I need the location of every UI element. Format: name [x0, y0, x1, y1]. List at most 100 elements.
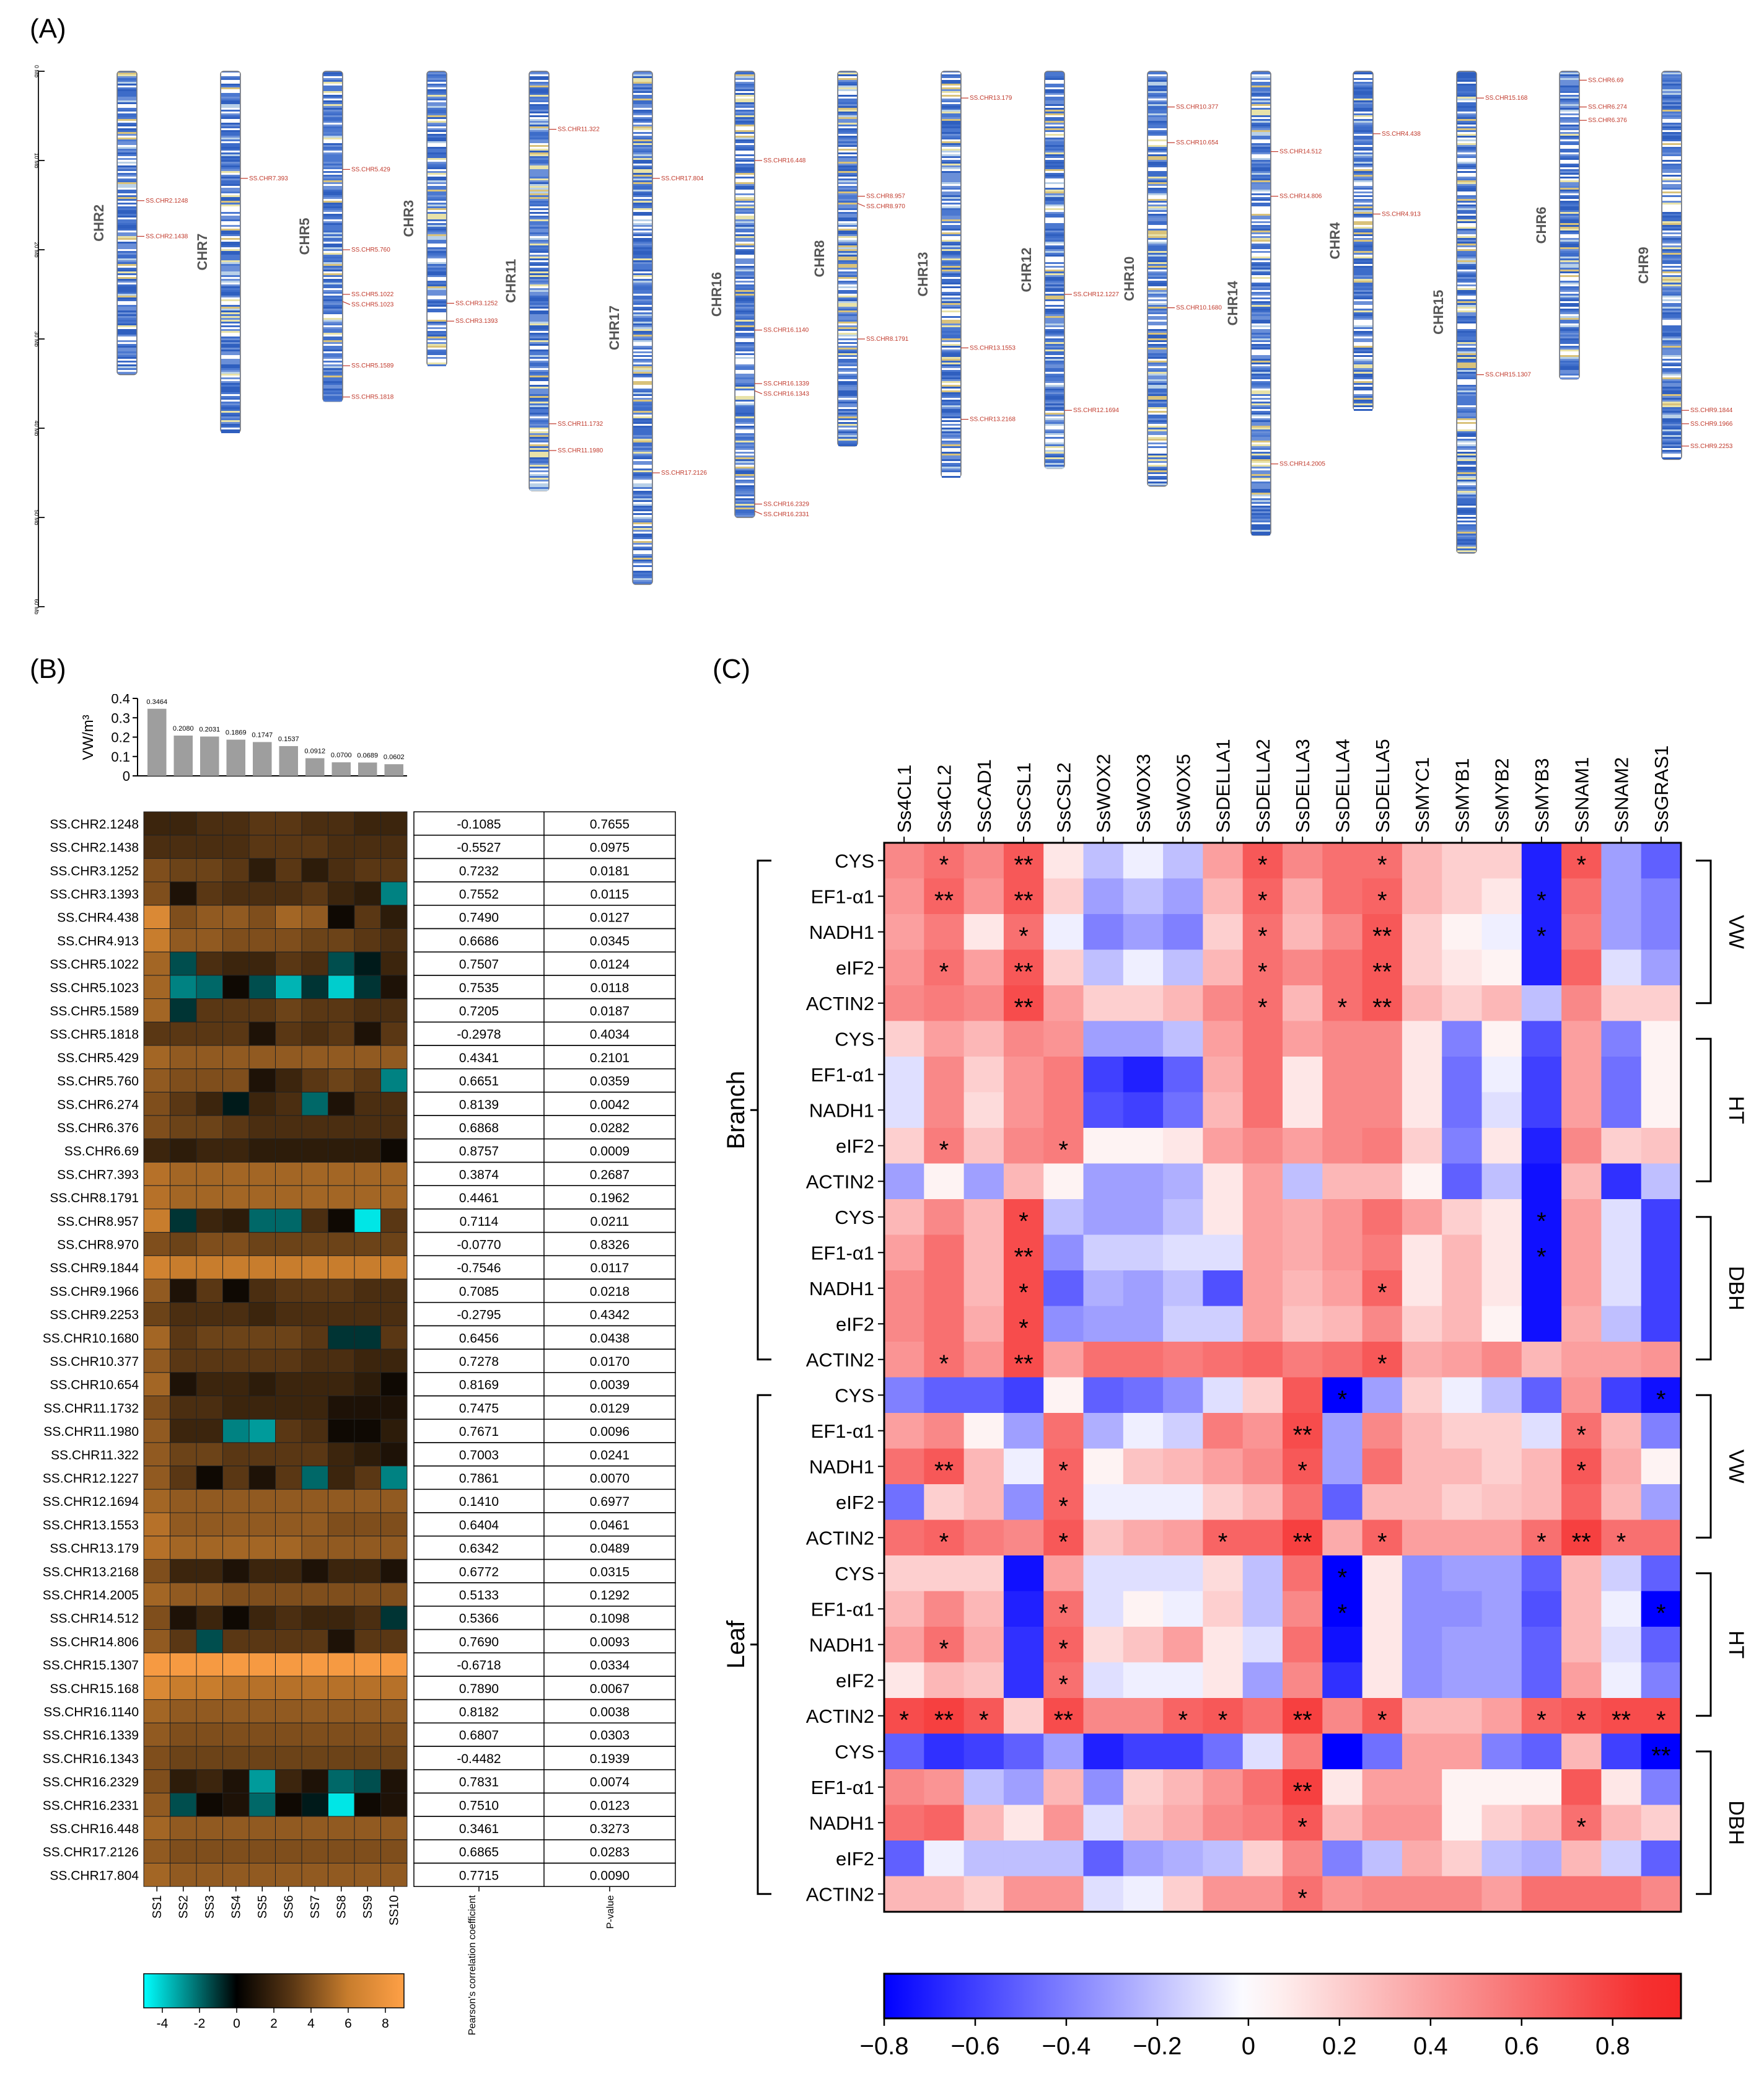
chromosome-band: [323, 277, 342, 279]
chromosome-band: [942, 457, 960, 459]
chromosome-band: [221, 117, 240, 119]
heatmap-cell: [222, 1372, 250, 1397]
chromosome-band: [1252, 117, 1270, 119]
chromosome-band: [735, 284, 754, 286]
chromosome-band: [1457, 156, 1476, 158]
chromosome-band: [323, 206, 342, 208]
chromosome-band: [530, 84, 548, 86]
heatmap-cell: [301, 1863, 328, 1887]
chromosome-band: [118, 247, 136, 249]
heatmap-cell: [354, 1138, 381, 1163]
chromosome-band: [1560, 91, 1579, 93]
chromosome-band: [838, 132, 857, 134]
heatmap-cell: [170, 835, 197, 859]
chromosome-band: [838, 245, 857, 247]
chromosome-band: [1045, 97, 1064, 99]
marker-label: SS.CHR10.1680: [1176, 305, 1222, 312]
heatmap-cell: [1442, 1342, 1482, 1378]
chromosome-band: [323, 121, 342, 123]
significance-mark: *: [1019, 923, 1029, 950]
chromosome-band: [530, 141, 548, 143]
chromosome-band: [1457, 407, 1476, 409]
chromosome-band: [530, 255, 548, 257]
chromosome-band: [1148, 372, 1167, 374]
heatmap-cell: [1203, 1377, 1244, 1414]
chromosome-band: [221, 353, 240, 355]
heatmap-col-label: SsCAD1: [973, 759, 995, 833]
chromosome-band: [1045, 78, 1064, 80]
significance-mark: *: [1377, 1350, 1387, 1378]
chromosome-band: [221, 195, 240, 197]
chromosome-band: [1354, 149, 1372, 151]
chromosome-band: [1252, 113, 1270, 115]
heatmap-cell: [301, 1348, 328, 1373]
heatmap-cell: [301, 1652, 328, 1677]
chromosome-band: [1662, 232, 1681, 234]
chromosome-band: [1354, 336, 1372, 338]
chromosome-band: [633, 439, 652, 441]
chromosome-band: [942, 255, 960, 257]
chromosome-band: [942, 152, 960, 154]
heatmap-cell: [275, 1512, 302, 1537]
significance-mark: *: [1377, 1707, 1387, 1734]
chromosome-band: [1457, 310, 1476, 312]
chromosome-band: [1560, 177, 1579, 178]
chromosome-band: [530, 164, 548, 165]
chromosome-band: [1457, 379, 1476, 381]
chromosome-band: [1354, 156, 1372, 158]
chromosome-band: [118, 178, 136, 180]
chromosome-band: [323, 273, 342, 275]
heatmap-cell: [1481, 1520, 1522, 1556]
chromosome-band: [428, 112, 446, 113]
chromosome-band: [1045, 236, 1064, 238]
chromosome-band: [942, 433, 960, 435]
chromosome-band: [1148, 465, 1167, 467]
chromosome-band: [942, 472, 960, 474]
chromosome-band: [530, 363, 548, 364]
heatmap-cell: [884, 1662, 924, 1699]
heatmap-cell: [380, 1068, 408, 1093]
chromosome-band: [735, 348, 754, 350]
chromosome-band: [428, 115, 446, 117]
chromosome-band: [323, 350, 342, 351]
chromosome-band: [735, 327, 754, 329]
chromosome-band: [942, 158, 960, 160]
heatmap-cell: [1163, 1555, 1203, 1591]
chromosome-band: [633, 355, 652, 357]
heatmap-cell: [328, 1629, 355, 1653]
chromosome-band: [735, 234, 754, 236]
chromosome-band: [1457, 335, 1476, 336]
chromosome-band: [1148, 78, 1167, 80]
chromosome-band: [1560, 78, 1579, 80]
chromosome-band: [735, 394, 754, 396]
chromosome-band: [221, 245, 240, 247]
chromosome-band: [530, 483, 548, 485]
chromosome-band: [1560, 374, 1579, 376]
chromosome-band: [1560, 340, 1579, 342]
chromosome-band: [633, 284, 652, 286]
chromosome-band: [942, 130, 960, 132]
chromosome-band: [1560, 110, 1579, 112]
chromosome-band: [1252, 392, 1270, 394]
chromosome-band: [221, 361, 240, 363]
chromosome-band: [735, 340, 754, 342]
significance-mark: *: [1059, 1493, 1069, 1520]
chromosome-band: [1457, 314, 1476, 316]
chromosome-band: [1252, 444, 1270, 446]
chromosome-band: [1252, 398, 1270, 400]
chromosome-band: [633, 309, 652, 310]
chromosome-band: [530, 93, 548, 95]
heatmap-cell: [328, 1255, 355, 1280]
heatmap-cell: [1163, 1163, 1203, 1200]
chromosome-band: [428, 225, 446, 227]
chromosome-band: [323, 296, 342, 297]
chromosome-band: [942, 420, 960, 422]
heatmap-cell: [222, 1582, 250, 1607]
heatmap-cell: [248, 1372, 276, 1397]
chromosome-band: [1354, 325, 1372, 327]
chromosome-band: [1045, 457, 1064, 459]
table-row: [413, 1348, 676, 1373]
chromosome-band: [1354, 370, 1372, 372]
chromosome-band: [1662, 110, 1681, 112]
chromosome-band: [942, 292, 960, 294]
